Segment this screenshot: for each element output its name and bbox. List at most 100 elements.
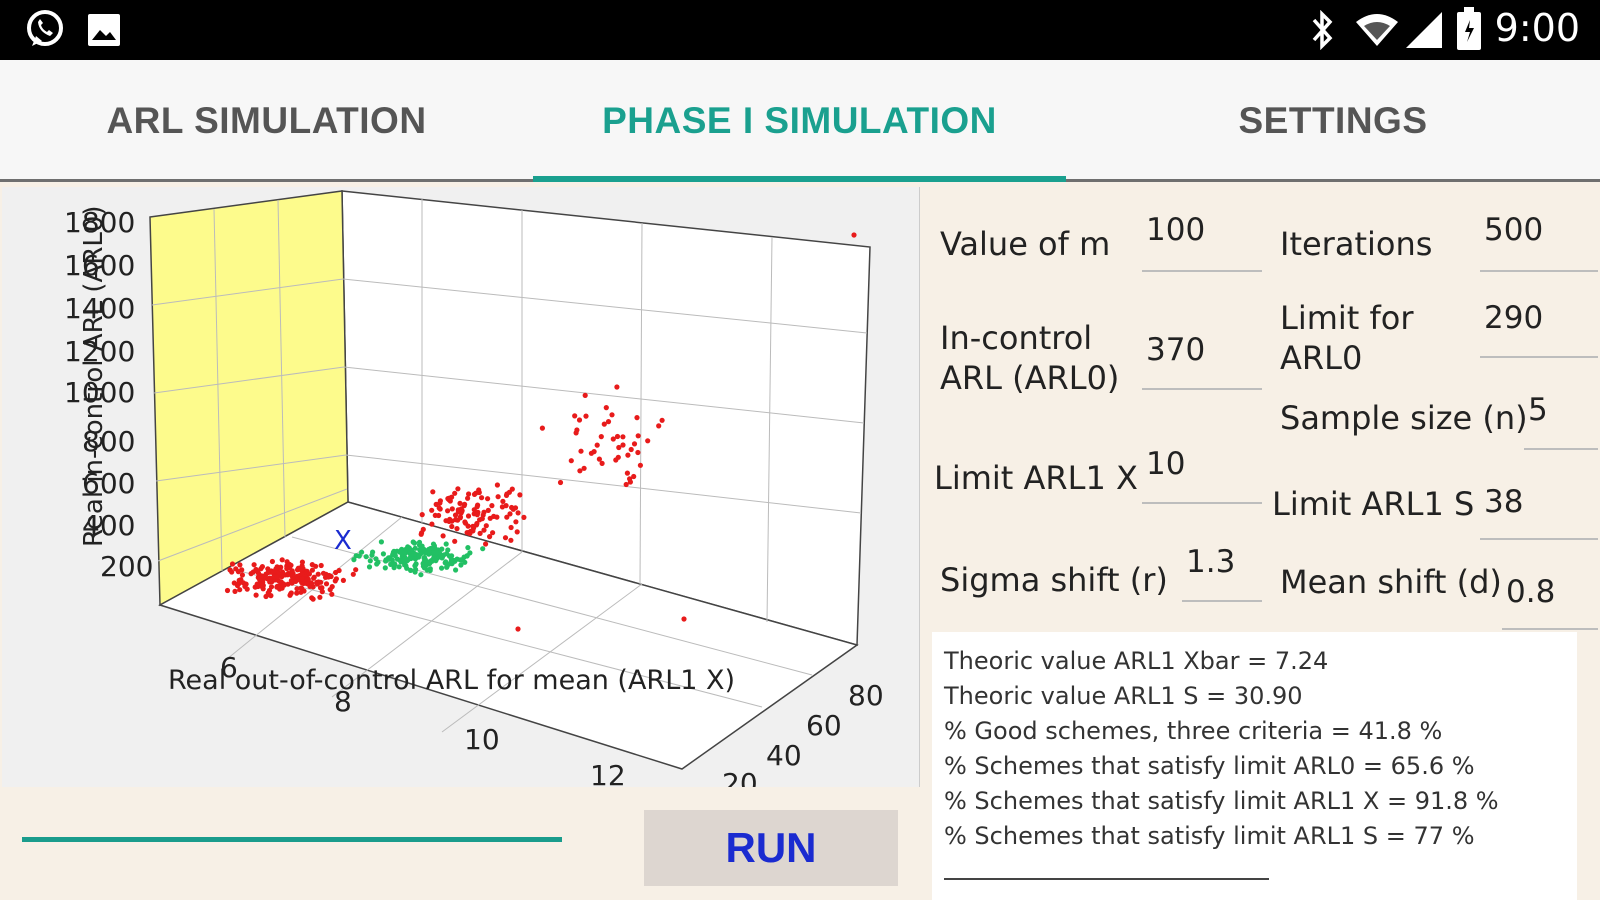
scatter-point-red xyxy=(494,514,500,520)
result-limit-arl0: % Schemes that satisfy limit ARL0 = 65.6… xyxy=(944,752,1475,780)
scatter-point-red xyxy=(515,626,521,632)
x-tick: 6 xyxy=(220,651,238,684)
scatter-point-green xyxy=(459,557,465,563)
scatter-point-green xyxy=(385,555,392,561)
scatter-point-red xyxy=(514,529,520,535)
scatter-point-red xyxy=(430,489,436,495)
scatter-point-red xyxy=(250,569,256,575)
scatter-point-green xyxy=(400,557,406,564)
scatter-point-green xyxy=(378,539,384,545)
scatter-point-red xyxy=(309,562,315,568)
scatter-point-red xyxy=(305,576,311,582)
scatter-point-red xyxy=(336,567,342,574)
tab-arl-simulation[interactable]: ARL SIMULATION xyxy=(106,100,427,141)
scatter-point-red xyxy=(420,526,426,532)
scatter-point-red xyxy=(474,512,480,518)
scatter-point-red xyxy=(631,441,638,447)
y-tick: 60 xyxy=(806,709,842,742)
results-panel: Theoric value ARL1 Xbar = 7.24 Theoric v… xyxy=(932,632,1577,900)
scatter-point-red xyxy=(623,481,629,488)
scatter-point-green xyxy=(366,564,373,570)
scatter-point-red xyxy=(323,581,330,587)
z-tick: 1400 xyxy=(64,292,135,325)
sigma-shift-label: Sigma shift (r) xyxy=(940,561,1168,599)
scatter-point-red xyxy=(634,415,640,421)
scatter-point-red xyxy=(513,519,519,525)
scatter-point-red xyxy=(314,580,320,586)
scatter-point-red xyxy=(294,586,300,592)
value-of-m-underline xyxy=(1142,270,1262,272)
scatter-point-red xyxy=(353,567,359,573)
run-button[interactable]: RUN xyxy=(644,810,898,886)
tab-settings[interactable]: SETTINGS xyxy=(1238,100,1428,141)
scatter-point-red xyxy=(481,527,487,533)
scatter-point-red xyxy=(517,492,523,498)
scatter-point-red xyxy=(594,442,600,448)
tab-phase-i-simulation[interactable]: PHASE I SIMULATION xyxy=(602,100,997,141)
scatter-point-red xyxy=(483,523,489,529)
scatter-point-red xyxy=(311,575,317,581)
scatter-point-red xyxy=(465,513,472,519)
scatter-point-red xyxy=(508,537,514,543)
scatter-point-red xyxy=(591,449,597,455)
mean-shift-field[interactable]: 0.8 xyxy=(1506,574,1556,610)
value-of-m-field[interactable]: 100 xyxy=(1146,212,1206,248)
limit-arl0-label-line2: ARL0 xyxy=(1280,339,1363,377)
scatter-3d-chart[interactable]: X 1800 1600 1400 1200 1000 800 600 400 2… xyxy=(2,187,920,787)
scatter-point-red xyxy=(299,563,305,569)
scatter-point-green xyxy=(396,564,402,570)
scatter-point-green xyxy=(421,555,427,561)
scatter-point-red xyxy=(268,584,275,590)
scatter-point-red xyxy=(304,581,310,587)
scatter-point-green xyxy=(391,565,397,571)
scatter-point-red xyxy=(306,571,312,577)
scatter-point-red xyxy=(318,562,324,569)
scatter-point-red xyxy=(596,456,603,462)
scatter-point-green xyxy=(443,541,449,547)
scatter-point-green xyxy=(390,549,396,555)
scatter-point-red xyxy=(328,573,334,580)
mean-shift-label: Mean shift (d) xyxy=(1280,563,1502,601)
limit-arl1-x-field[interactable]: 10 xyxy=(1146,446,1186,482)
iterations-field[interactable]: 500 xyxy=(1484,212,1544,248)
clock-time: 9:00 xyxy=(1494,6,1580,50)
scatter-point-red xyxy=(508,524,514,531)
whatsapp-icon xyxy=(24,8,66,54)
scatter-point-red xyxy=(502,535,509,541)
scatter-point-red xyxy=(490,530,496,536)
scatter-point-red xyxy=(605,419,612,425)
sample-size-field[interactable]: 5 xyxy=(1528,392,1548,428)
scatter-point-green xyxy=(427,566,433,572)
scatter-point-green xyxy=(430,541,437,547)
scatter-point-red xyxy=(319,589,325,595)
scatter-point-red xyxy=(620,442,626,448)
scatter-point-red xyxy=(499,504,505,510)
scatter-point-red xyxy=(271,574,277,580)
scatter-point-green xyxy=(467,550,473,556)
z-tick: 1200 xyxy=(64,335,135,368)
x-tick: 12 xyxy=(590,759,626,787)
status-bar: 9:00 xyxy=(0,0,1600,60)
z-tick: 1800 xyxy=(64,206,135,239)
z-tick: 400 xyxy=(82,509,135,542)
limit-arl1-s-field[interactable]: 38 xyxy=(1484,484,1524,520)
scatter-point-red xyxy=(489,503,495,509)
scatter-point-red xyxy=(576,417,583,423)
limit-arl0-field[interactable]: 290 xyxy=(1484,300,1544,336)
arl0-field[interactable]: 370 xyxy=(1146,332,1206,368)
scatter-point-red xyxy=(583,413,589,419)
limit-arl1-s-label: Limit ARL1 S xyxy=(1272,485,1475,523)
arl0-underline xyxy=(1142,388,1262,390)
z-axis-ticks: 1800 1600 1400 1200 1000 800 600 400 200 xyxy=(64,206,153,583)
z-tick: 1600 xyxy=(64,249,135,282)
scatter-point-red xyxy=(285,581,291,587)
scatter-point-red xyxy=(239,567,245,573)
sample-size-underline xyxy=(1524,448,1598,450)
scatter-point-red xyxy=(229,569,235,575)
result-arl1-xbar: Theoric value ARL1 Xbar = 7.24 xyxy=(944,647,1329,675)
sigma-shift-field[interactable]: 1.3 xyxy=(1186,544,1236,580)
scatter-point-green xyxy=(439,555,445,561)
scatter-point-red xyxy=(279,557,285,563)
scatter-point-green xyxy=(363,554,369,560)
scatter-point-green xyxy=(408,567,414,573)
